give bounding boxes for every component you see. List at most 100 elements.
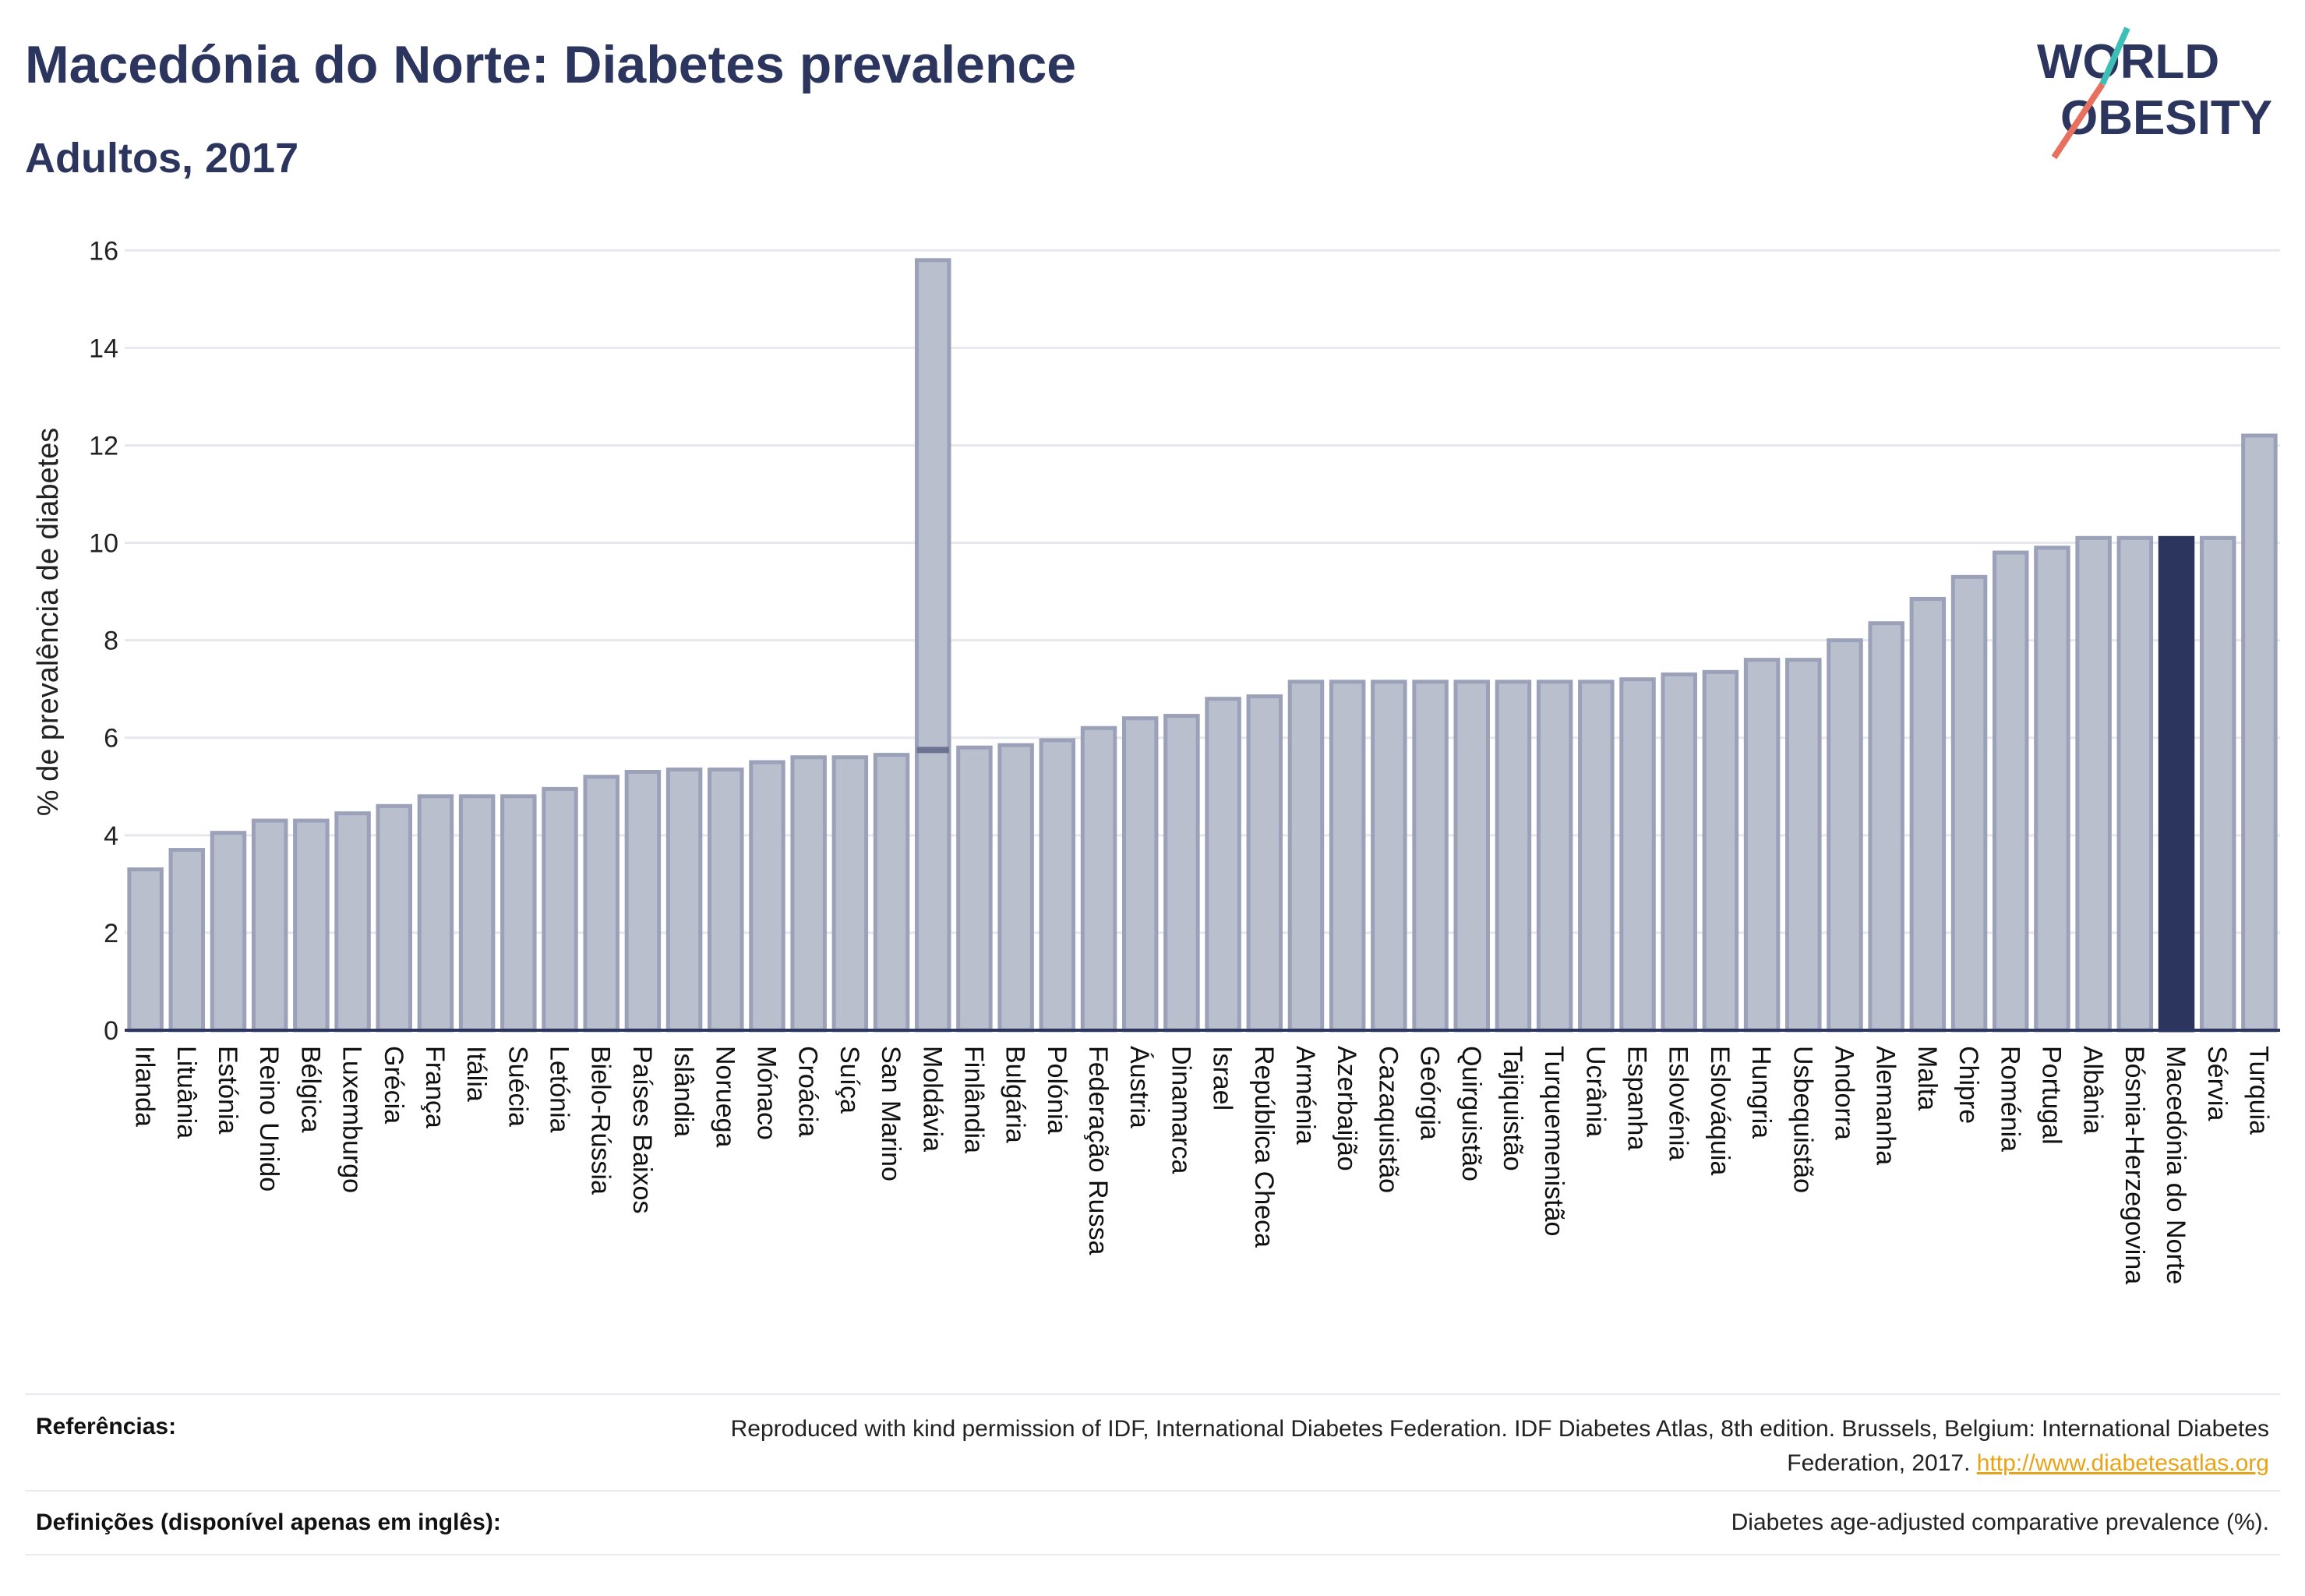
bar-república-checa	[1246, 694, 1283, 1033]
bar-moldávia	[915, 258, 951, 1033]
x-tick-label: Polónia	[1042, 1046, 1071, 1135]
x-tick-label: França	[420, 1046, 450, 1128]
bar-noruega	[708, 767, 744, 1033]
bar-eslovénia	[1661, 672, 1697, 1033]
x-tick-label: Albânia	[2078, 1046, 2108, 1135]
bar-estónia	[210, 831, 247, 1033]
x-tick-label: Estónia	[213, 1046, 242, 1134]
y-tick-label: 12	[89, 431, 118, 461]
x-tick-label: Dinamarca	[1166, 1046, 1195, 1174]
bar-lituânia	[168, 848, 206, 1033]
y-tick-label: 6	[104, 724, 118, 754]
bar-luxemburgo	[334, 811, 371, 1033]
bar-grécia	[376, 803, 412, 1033]
bar-usbequistão	[1785, 658, 1822, 1033]
bar-chart: 0 2 4 6 8 10 12 14 16 Irlanda Lituânia Estónia Rein…	[32, 236, 2280, 1284]
bar-malta	[1909, 596, 1947, 1033]
x-tick-label: Islândia	[669, 1046, 698, 1137]
x-tick-label: Sérvia	[2202, 1046, 2232, 1121]
y-tick-label: 8	[104, 627, 118, 656]
footer-divider-top	[25, 1393, 2280, 1395]
references-label: Referências:	[36, 1414, 177, 1439]
bar-itália	[458, 794, 496, 1033]
x-tick-label: Bósnia-Herzegovina	[2120, 1046, 2149, 1284]
definitions-text: Diabetes age-adjusted comparative preval…	[1731, 1509, 2269, 1535]
bar-croácia	[790, 755, 827, 1033]
footer-divider-middle	[25, 1490, 2280, 1492]
x-tick-label: Usbequistão	[1788, 1046, 1817, 1193]
x-tick-label: Países Baixos	[627, 1046, 657, 1213]
x-tick-label: Espanha	[1622, 1046, 1652, 1150]
x-tick-label: Luxemburgo	[337, 1046, 367, 1193]
x-tick-label: Bielo-Rússia	[586, 1046, 616, 1195]
x-tick-label: Moldávia	[917, 1046, 947, 1152]
bar-israel	[1205, 697, 1241, 1033]
bar-reino-unido	[251, 818, 288, 1033]
bar-alemanha	[1868, 621, 1904, 1033]
bar-áustria	[1121, 716, 1159, 1033]
x-tick-label: Itália	[461, 1046, 491, 1102]
x-tick-label: Hungria	[1746, 1046, 1776, 1139]
y-axis-ticks: 0 2 4 6 8 10 12 14 16	[89, 236, 118, 1046]
bar-polónia	[1039, 738, 1076, 1033]
footer-divider-bottom	[25, 1554, 2280, 1555]
x-tick-label: Turquemenistão	[1539, 1046, 1569, 1236]
page-subtitle: Adultos, 2017	[25, 135, 299, 182]
x-tick-label: Malta	[1912, 1046, 1942, 1110]
x-tick-label: Tajiquistão	[1498, 1046, 1527, 1171]
x-tick-label: Finlândia	[958, 1046, 988, 1153]
bar-geórgia	[1412, 680, 1449, 1033]
bar-arménia	[1287, 680, 1325, 1033]
x-axis-ticks: Irlanda Lituânia Estónia Reino Unido Bélgica…	[130, 1046, 2274, 1284]
bar-irlanda	[127, 867, 164, 1033]
bar-países-baixos	[624, 770, 662, 1033]
world-obesity-logo: WORLD OBESITY	[2037, 26, 2272, 160]
x-tick-label: Chipre	[1954, 1046, 1983, 1124]
bar-suíça	[831, 755, 869, 1033]
logo-slash-coral	[2051, 82, 2106, 160]
x-tick-label: Áustria	[1124, 1046, 1154, 1128]
x-tick-label: Cazaquistão	[1373, 1046, 1403, 1193]
x-tick-label: Eslovénia	[1664, 1046, 1693, 1161]
bar-mónaco	[749, 760, 785, 1033]
x-tick-label: Andorra	[1829, 1046, 1858, 1140]
logo-slash-teal	[2099, 26, 2130, 86]
bar-azerbaijão	[1329, 680, 1366, 1033]
bar-bósnia-herzegovina	[2116, 535, 2154, 1033]
bar-cazaquistão	[1371, 680, 1407, 1033]
bar-ucrânia	[1578, 680, 1615, 1033]
bar-macedónia-do-norte	[2158, 535, 2195, 1033]
bar-tajiquistão	[1495, 680, 1532, 1033]
x-tick-label: República Checa	[1249, 1046, 1279, 1248]
y-axis-label: % de prevalência de diabetes	[32, 428, 65, 817]
x-tick-label: Federação Russa	[1083, 1046, 1113, 1255]
x-tick-label: Lituânia	[171, 1046, 201, 1139]
bar-dinamarca	[1163, 714, 1200, 1033]
x-tick-label: Turquia	[2243, 1046, 2273, 1135]
bar-federação-russa	[1080, 726, 1117, 1033]
y-tick-label: 0	[104, 1016, 118, 1046]
x-tick-label: Quirguistão	[1456, 1046, 1486, 1181]
x-tick-label: San Marino	[876, 1046, 905, 1181]
x-tick-label: Eslováquia	[1705, 1046, 1735, 1175]
bar-letónia	[542, 786, 578, 1033]
bar-frança	[417, 794, 454, 1033]
bar-finlândia	[956, 745, 993, 1033]
references-link[interactable]: http://www.diabetesatlas.org	[1976, 1450, 2269, 1476]
y-tick-label: 2	[104, 919, 118, 948]
page-title: Macedónia do Norte: Diabetes prevalence	[25, 35, 1077, 94]
bar-albânia	[2075, 535, 2112, 1033]
x-tick-label: Mónaco	[751, 1046, 781, 1140]
references-body: Reproduced with kind permission of IDF, …	[730, 1416, 2269, 1476]
bar-roménia	[1993, 550, 2029, 1033]
x-tick-label: Geórgia	[1415, 1046, 1445, 1140]
x-tick-label: Grécia	[379, 1046, 408, 1124]
x-tick-label: Portugal	[2036, 1046, 2066, 1145]
y-tick-label: 16	[89, 236, 118, 266]
x-tick-label: Bélgica	[295, 1046, 325, 1133]
bar-san-marino	[873, 753, 910, 1033]
x-tick-label: Suécia	[503, 1046, 532, 1127]
x-tick-label: Irlanda	[130, 1046, 160, 1127]
bar-eslováquia	[1702, 669, 1739, 1033]
logo-word-obesity: OBESITY	[2060, 91, 2272, 145]
